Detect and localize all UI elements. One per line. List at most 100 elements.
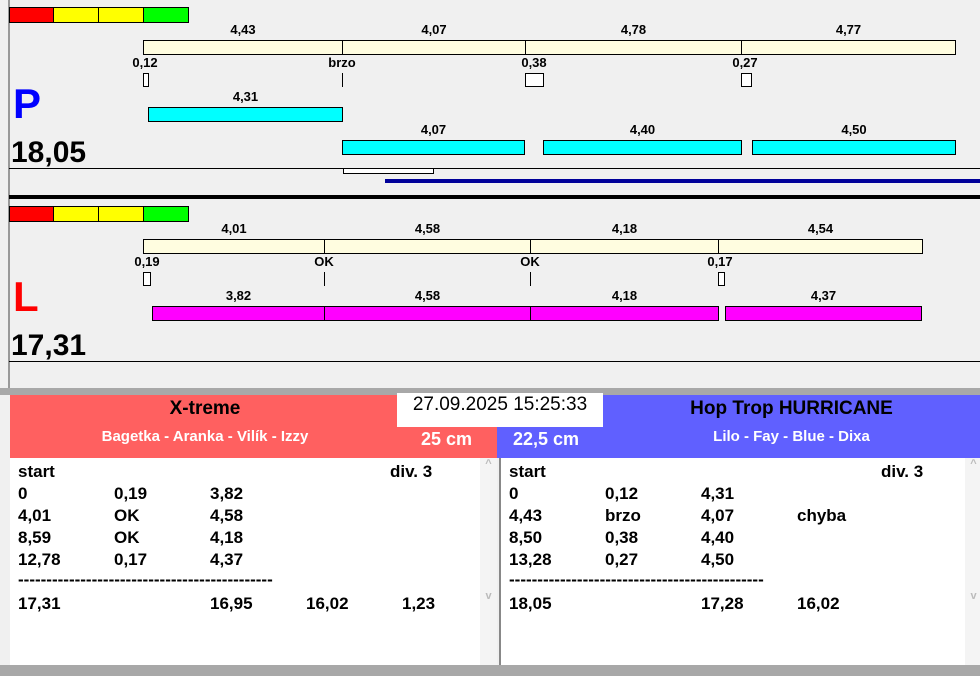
baseline [9, 168, 980, 169]
list-header-division: div. 3 [390, 462, 433, 481]
left-results-list[interactable]: ^ v start div. 3 0 0,19 3,82 4,01 OK 4,58 8,59 OK 4,… [10, 458, 497, 665]
color-segment [53, 7, 99, 23]
lane-letter: L [13, 273, 39, 320]
lane-bar [324, 306, 531, 321]
reaction-marker [718, 272, 725, 286]
lane-letter: P [13, 80, 42, 127]
split-bar-segment [342, 40, 526, 55]
list-cell: 4,31 [701, 484, 735, 503]
split-bar-segment [741, 40, 956, 55]
list-cell: 8,59 [18, 528, 52, 547]
list-total-cell: 1,23 [402, 594, 436, 613]
right-results-list[interactable]: ^ v start div. 3 0 0,12 4,31 4,43 brzo 4,07 chyba 8… [499, 458, 980, 665]
lane-bar [342, 140, 525, 155]
lane-time-label: 4,40 [629, 122, 656, 137]
split-time-label: 4,58 [414, 221, 441, 236]
list-cell: chyba [797, 506, 847, 525]
left-team-members: Bagetka - Aranka - Vilík - Izzy [101, 428, 309, 445]
list-cell: OK [114, 506, 140, 525]
color-segment [143, 206, 189, 222]
color-segment [9, 7, 55, 23]
color-segment [98, 206, 144, 222]
bottom-bar [0, 665, 980, 676]
split-time-label: 4,77 [835, 22, 862, 37]
list-cell: 0,12 [605, 484, 639, 503]
list-total-cell: 17,28 [701, 594, 744, 613]
reaction-marker [143, 73, 149, 87]
split-bar-segment [525, 40, 742, 55]
lane-bar [752, 140, 956, 155]
reaction-label: 0,19 [134, 254, 160, 269]
scrollbar[interactable]: ^ v [480, 458, 497, 665]
list-cell: 4,50 [701, 550, 735, 569]
reaction-marker [741, 73, 752, 87]
reaction-label: 0,38 [521, 55, 547, 70]
color-segment [143, 7, 189, 23]
right-team-members: Lilo - Fay - Blue - Dixa [713, 428, 870, 445]
list-cell: 8,50 [509, 528, 543, 547]
reaction-label: 0,12 [132, 55, 158, 70]
list-total-cell: 16,02 [306, 594, 349, 613]
lane-total-time: 17,31 [11, 329, 87, 362]
left-team-height: 25 cm [421, 429, 473, 449]
list-cell: 0,17 [114, 550, 148, 569]
split-time-label: 4,54 [807, 221, 834, 236]
reaction-label: OK [520, 254, 540, 269]
baseline [9, 361, 980, 362]
list-header-start: start [18, 462, 55, 481]
split-time-label: 4,43 [230, 22, 256, 37]
list-cell: 0 [509, 484, 519, 503]
lane-time-label: 4,50 [841, 122, 867, 137]
scrollbar[interactable]: ^ v [965, 458, 980, 665]
color-segment [98, 7, 144, 23]
lane-time-label: 3,82 [225, 288, 252, 303]
list-cell: 12,78 [18, 550, 61, 569]
reaction-label: 0,17 [707, 254, 733, 269]
right-team-height: 22,5 cm [513, 429, 580, 449]
list-total-cell: 17,31 [18, 594, 61, 613]
reaction-marker [342, 73, 343, 87]
list-cell: 4,37 [210, 550, 244, 569]
split-time-label: 4,78 [620, 22, 647, 37]
lane-time-label: 4,18 [611, 288, 638, 303]
list-cell: 0,19 [114, 484, 148, 503]
list-cell: 0,27 [605, 550, 639, 569]
list-cell: 4,18 [210, 528, 244, 547]
lane-bar [530, 306, 719, 321]
list-header-division: div. 3 [881, 462, 924, 481]
split-time-label: 4,18 [611, 221, 638, 236]
split-bar-segment [143, 239, 325, 254]
panel-divider [9, 195, 980, 199]
reaction-marker [530, 272, 531, 286]
reaction-label: OK [314, 254, 334, 269]
start-marker [343, 168, 434, 174]
split-time-label: 4,07 [421, 22, 447, 37]
list-separator: ----------------------------------------… [18, 570, 273, 589]
reaction-label: brzo [328, 55, 356, 70]
split-bar-segment [718, 239, 923, 254]
list-cell: 4,01 [18, 506, 52, 525]
lane-time-label: 4,37 [810, 288, 837, 303]
lane-bar [543, 140, 742, 155]
list-cell: 3,82 [210, 484, 244, 503]
list-cell: 4,40 [701, 528, 735, 547]
lane-bar [148, 107, 343, 122]
list-cell: 4,43 [509, 506, 543, 525]
separator-band [0, 388, 980, 395]
list-cell: brzo [605, 506, 641, 525]
progress-line [385, 179, 980, 183]
split-bar-segment [143, 40, 343, 55]
reaction-marker [525, 73, 544, 87]
list-total-cell: 18,05 [509, 594, 552, 613]
list-cell: 4,07 [701, 506, 735, 525]
list-cell: OK [114, 528, 140, 547]
lane-time-label: 4,58 [414, 288, 441, 303]
list-cell: 4,58 [210, 506, 244, 525]
list-total-cell: 16,02 [797, 594, 840, 613]
list-total-cell: 16,95 [210, 594, 253, 613]
color-segment [53, 206, 99, 222]
split-time-label: 4,01 [221, 221, 247, 236]
list-header-start: start [509, 462, 546, 481]
reaction-label: 0,27 [732, 55, 758, 70]
lane-bar [725, 306, 922, 321]
